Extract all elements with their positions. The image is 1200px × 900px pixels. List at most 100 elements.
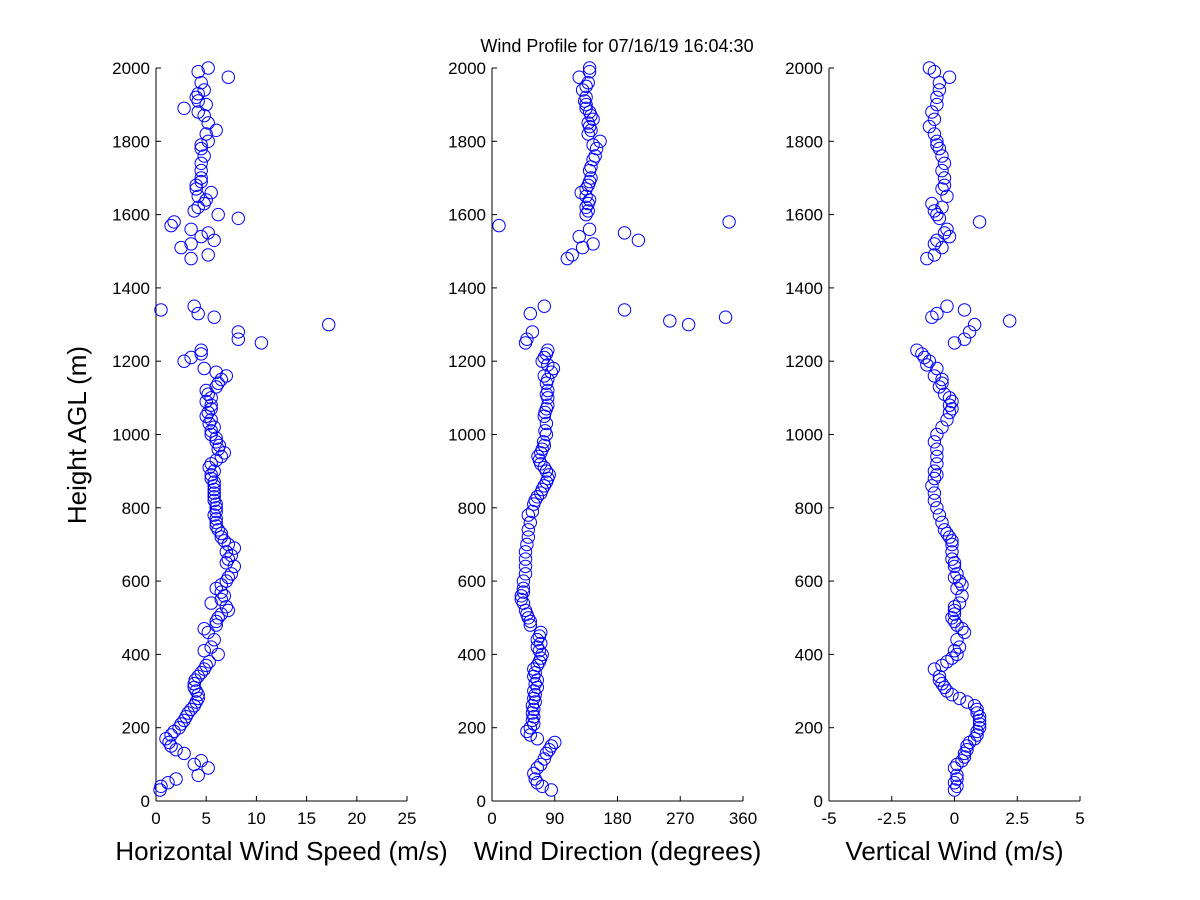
data-point (204, 471, 218, 486)
data-point (947, 614, 962, 629)
data-point (523, 306, 537, 321)
data-point (952, 691, 967, 706)
data-point (209, 123, 223, 138)
x-tick-label: 0 (487, 809, 496, 828)
x-tick-label: 360 (729, 809, 757, 828)
data-point (172, 721, 186, 735)
data-point (187, 757, 201, 772)
data-point (957, 332, 972, 346)
data-point (947, 559, 962, 574)
data-point (960, 739, 974, 753)
data-point (199, 409, 213, 423)
data-point (922, 354, 937, 368)
data-point (214, 585, 229, 599)
data-point (211, 207, 225, 222)
data-point (191, 189, 205, 204)
data-point (528, 677, 542, 691)
data-point (922, 61, 937, 75)
data-point (940, 526, 954, 541)
data-point (219, 556, 234, 570)
data-point (930, 306, 944, 321)
x-tick-label: 90 (545, 809, 564, 828)
y-tick-label: 400 (122, 645, 150, 664)
data-point (942, 391, 957, 405)
data-point (663, 314, 677, 328)
data-point (586, 112, 600, 127)
data-point (947, 761, 962, 775)
data-point (957, 746, 972, 761)
data-point (209, 501, 223, 515)
data-point (927, 435, 942, 449)
data-point (514, 592, 528, 607)
y-tick-label: 1800 (112, 132, 150, 151)
data-point (937, 178, 952, 193)
data-point (214, 578, 229, 592)
data-point (523, 728, 537, 742)
data-point (179, 710, 193, 724)
data-point (211, 376, 225, 390)
data-point (935, 677, 949, 691)
data-point (518, 567, 533, 581)
data-point (932, 669, 947, 684)
x-tick-label: -2.5 (877, 809, 906, 828)
data-point (221, 70, 236, 84)
data-point (516, 574, 531, 588)
data-point (970, 728, 984, 742)
x-tick-label: 25 (398, 809, 417, 828)
data-point (581, 116, 595, 130)
data-point (947, 336, 962, 350)
data-point (950, 779, 964, 793)
data-point (197, 644, 211, 658)
data-point (957, 750, 972, 764)
data-point (950, 757, 964, 772)
data-point (930, 442, 944, 456)
data-point (972, 713, 987, 728)
data-point (191, 94, 205, 108)
data-point (514, 589, 528, 603)
data-point (521, 523, 535, 537)
data-point (159, 732, 173, 746)
x-axis-label-vertical: Vertical Wind (m/s) (845, 836, 1063, 866)
data-point (194, 156, 208, 171)
data-point (201, 625, 215, 640)
data-point (584, 171, 598, 185)
data-point (593, 134, 607, 149)
data-point (221, 537, 236, 552)
data-point (181, 706, 195, 720)
y-tick-label: 2000 (785, 59, 823, 78)
data-point (201, 116, 215, 130)
data-point (197, 622, 211, 636)
data-point (520, 724, 534, 739)
data-point (202, 655, 216, 669)
data-point (207, 486, 221, 500)
data-point (935, 376, 949, 390)
data-point (199, 97, 213, 112)
y-tick-label: 1800 (785, 132, 823, 151)
data-point (231, 325, 246, 339)
series-vertical (910, 61, 1017, 797)
data-point (199, 127, 213, 141)
data-point (177, 713, 191, 728)
data-point (534, 636, 548, 651)
data-point (950, 581, 964, 596)
data-point (204, 391, 218, 405)
data-point (945, 402, 959, 416)
data-point (932, 508, 947, 522)
data-point (217, 589, 232, 603)
data-point (194, 754, 208, 768)
data-point (177, 101, 191, 116)
data-point (523, 614, 537, 629)
data-point (579, 101, 593, 116)
data-point (201, 226, 215, 240)
data-point (520, 537, 534, 552)
data-point (940, 222, 954, 237)
data-point (201, 405, 215, 420)
data-point (927, 486, 942, 500)
data-point (516, 581, 531, 596)
data-point (927, 248, 942, 262)
data-point (574, 185, 588, 200)
data-point (217, 534, 232, 548)
data-point (950, 772, 964, 786)
data-point (204, 185, 218, 200)
y-tick-label: 1200 (448, 352, 486, 371)
